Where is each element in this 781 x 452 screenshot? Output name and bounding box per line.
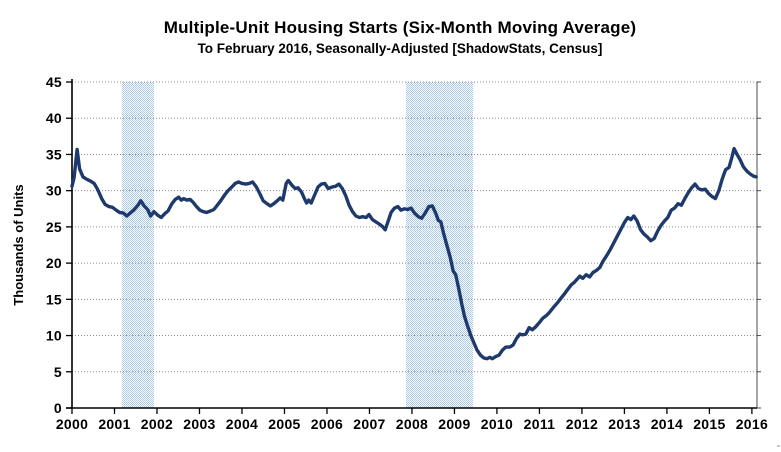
y-tick-label: 5: [54, 364, 62, 380]
x-tick-label: 2006: [311, 416, 343, 432]
recession-band: [406, 82, 474, 408]
recession-band: [121, 82, 154, 408]
chart-title: Multiple-Unit Housing Starts (Six-Month …: [163, 18, 637, 37]
y-tick-label: 30: [46, 183, 62, 199]
x-tick-label: 2016: [736, 416, 768, 432]
x-tick-label: 2010: [481, 416, 513, 432]
x-tick-label: 2008: [396, 416, 428, 432]
y-tick-label: 25: [46, 219, 62, 235]
x-tick-label: 2012: [566, 416, 598, 432]
y-tick-label: 40: [46, 110, 62, 126]
x-tick-label: 2013: [608, 416, 640, 432]
y-tick-label: 10: [46, 328, 62, 344]
x-tick-label: 2004: [226, 416, 258, 432]
y-tick-label: 20: [46, 255, 62, 271]
y-axis-title: Thousands of Units: [11, 184, 26, 306]
x-tick-label: 2005: [268, 416, 300, 432]
artifact-mark: [777, 445, 780, 447]
y-tick-label: 15: [46, 291, 62, 307]
x-tick-label: 2002: [141, 416, 173, 432]
x-tick-label: 2000: [56, 416, 88, 432]
data-line: [70, 146, 758, 361]
x-tick-label: 2001: [98, 416, 130, 432]
x-tick-label: 2009: [438, 416, 470, 432]
y-tick-label: 0: [54, 400, 62, 416]
x-tick-label: 2007: [353, 416, 385, 432]
x-tick-label: 2011: [524, 416, 556, 432]
y-tick-label: 35: [46, 146, 62, 162]
chart-subtitle: To February 2016, Seasonally-Adjusted [S…: [197, 41, 603, 56]
x-tick-label: 2003: [183, 416, 215, 432]
x-tick-label: 2014: [651, 416, 683, 432]
x-tick-label: 2015: [693, 416, 725, 432]
y-tick-label: 45: [46, 74, 62, 90]
